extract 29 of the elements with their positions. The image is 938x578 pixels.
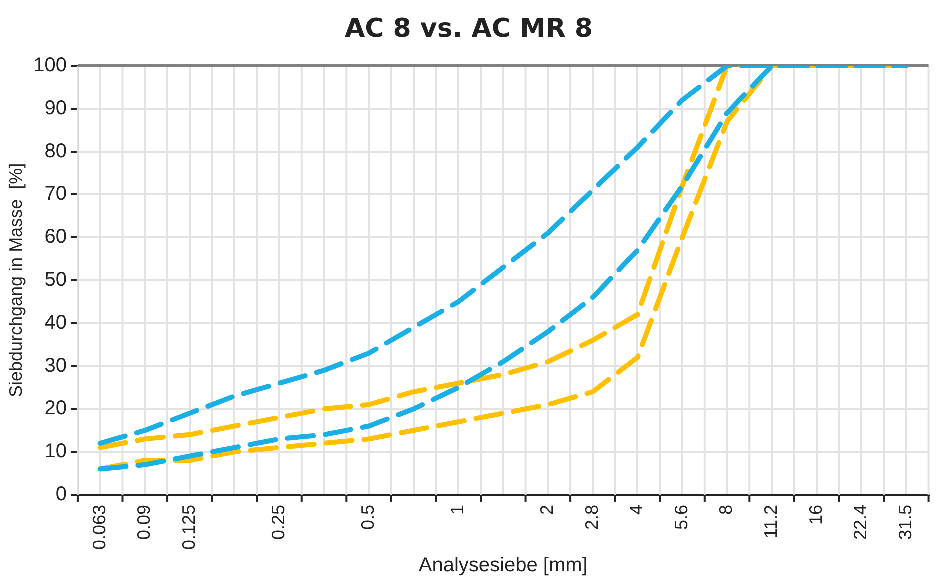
y-tick-label: 80 [44, 140, 67, 162]
x-tick-label: 22.4 [850, 504, 871, 540]
x-tick-label: 0.063 [89, 504, 110, 550]
y-tick-label: 20 [44, 398, 67, 420]
x-tick-label: 8 [716, 504, 736, 515]
y-tick-label: 10 [44, 440, 67, 463]
x-tick-label: 11.2 [761, 504, 782, 539]
x-tick-label: 2.8 [582, 504, 602, 530]
y-tick-label: 70 [44, 183, 67, 206]
chart-title: AC 8 vs. AC MR 8 [344, 14, 594, 44]
x-tick-label: 0.25 [268, 504, 288, 540]
x-tick-label: 2 [537, 504, 558, 515]
x-tick-label: 5.6 [671, 504, 692, 530]
x-tick-label: 0.125 [178, 504, 199, 550]
x-tick-label: 4 [626, 504, 647, 515]
x-tick-label: 31.5 [895, 504, 916, 540]
x-tick-label: 0.09 [134, 504, 154, 540]
y-tick-label: 40 [44, 312, 67, 334]
y-tick-label: 90 [44, 97, 67, 120]
y-tick-label: 50 [44, 268, 67, 291]
x-tick-label: 16 [806, 504, 826, 525]
x-tick-label: 0.5 [358, 504, 378, 530]
y-tick-label: 60 [44, 226, 67, 248]
y-axis-title: Siebdurchgang in Masse [%] [6, 163, 26, 398]
y-tick-label: 100 [34, 54, 67, 77]
x-axis-title: Analysesiebe [mm] [418, 554, 588, 577]
y-tick-label: 30 [44, 354, 67, 377]
y-tick-label: 0 [56, 483, 67, 506]
x-tick-label: 1 [448, 504, 468, 515]
